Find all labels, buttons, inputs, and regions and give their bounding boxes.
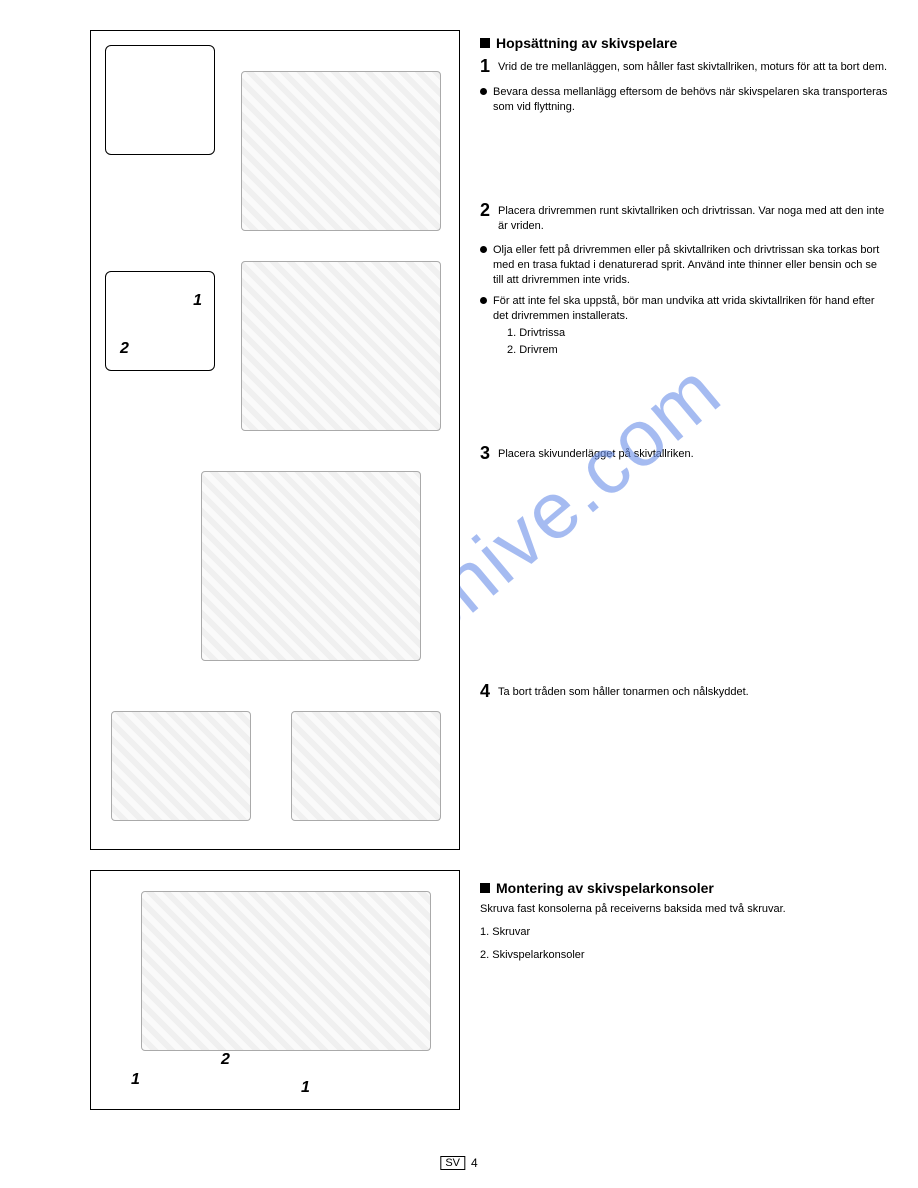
diagram-tonearm-1: [111, 711, 251, 821]
step-3-num: 3: [480, 444, 494, 462]
step-3-text: Placera skivunderlägget på skivtallriken…: [498, 444, 694, 462]
diagram-receiver: [141, 891, 431, 1051]
step-1-num: 1: [480, 57, 494, 75]
page-container: 1 2 1 2 1 Hopsättning av skivspelare: [0, 0, 918, 1140]
bullet-2: Olja eller fett på drivremmen eller på s…: [480, 243, 888, 288]
bullet-2-text: Olja eller fett på drivremmen eller på s…: [493, 243, 888, 288]
step-1-text: Vrid de tre mellanläggen, som håller fas…: [498, 57, 887, 75]
bullet-1: Bevara dessa mellanlägg eftersom de behö…: [480, 85, 888, 115]
figure-box-bottom: 1 2 1: [90, 870, 460, 1110]
step-2: 2 Placera drivremmen runt skivtallriken …: [480, 201, 888, 234]
right-column: Hopsättning av skivspelare 1 Vrid de tre…: [480, 30, 888, 1110]
step-1: 1 Vrid de tre mellanläggen, som håller f…: [480, 57, 888, 75]
callout-b1b: 1: [301, 1079, 310, 1097]
inset-detail-2: 1 2: [105, 271, 215, 371]
bullet-3-body: För att inte fel ska uppstå, bör man und…: [493, 294, 888, 358]
bullet-1-text: Bevara dessa mellanlägg eftersom de behö…: [493, 85, 888, 115]
figure-box-top: 1 2: [90, 30, 460, 850]
step-4-text: Ta bort tråden som håller tonarmen och n…: [498, 682, 749, 700]
section-2-intro: Skruva fast konsolerna på receiverns bak…: [480, 902, 888, 917]
step-4: 4 Ta bort tråden som håller tonarmen och…: [480, 682, 888, 700]
step-4-num: 4: [480, 682, 494, 700]
diagram-turntable-2: [241, 261, 441, 431]
square-bullet-icon: [480, 38, 490, 48]
left-column: 1 2 1 2 1: [90, 30, 460, 1110]
diagram-tonearm-2: [291, 711, 441, 821]
diagram-turntable-3: [201, 471, 421, 661]
section-1-title-text: Hopsättning av skivspelare: [496, 35, 677, 51]
section-1-title: Hopsättning av skivspelare: [480, 35, 888, 51]
sublist-1: 1. Drivtrissa: [493, 326, 888, 341]
bullet-dot-icon: [480, 246, 487, 253]
step-3: 3 Placera skivunderlägget på skivtallrik…: [480, 444, 888, 462]
square-bullet-icon: [480, 883, 490, 893]
bullet-dot-icon: [480, 297, 487, 304]
section-2: Montering av skivspelarkonsoler Skruva f…: [480, 880, 888, 963]
section-2-item-2: 2. Skivspelarkonsoler: [480, 948, 888, 963]
step-2-text: Placera drivremmen runt skivtallriken oc…: [498, 201, 888, 234]
section-1: Hopsättning av skivspelare 1 Vrid de tre…: [480, 35, 888, 700]
callout-b2: 2: [221, 1051, 230, 1069]
bullet-3: För att inte fel ska uppstå, bör man und…: [480, 294, 888, 358]
callout-2: 2: [120, 340, 129, 358]
section-2-title: Montering av skivspelarkonsoler: [480, 880, 888, 896]
section-2-title-text: Montering av skivspelarkonsoler: [496, 880, 714, 896]
section-2-item-1: 1. Skruvar: [480, 925, 888, 940]
footer-lang: SV: [440, 1156, 465, 1170]
sublist-2: 2. Drivrem: [493, 343, 888, 358]
callout-1: 1: [193, 292, 202, 310]
callout-b1a: 1: [131, 1071, 140, 1089]
footer-page: 4: [471, 1156, 478, 1170]
inset-detail-1: [105, 45, 215, 155]
bullet-3-text: För att inte fel ska uppstå, bör man und…: [493, 295, 875, 322]
step-2-num: 2: [480, 201, 494, 219]
page-footer: SV 4: [440, 1156, 477, 1170]
diagram-turntable-1: [241, 71, 441, 231]
bullet-dot-icon: [480, 88, 487, 95]
